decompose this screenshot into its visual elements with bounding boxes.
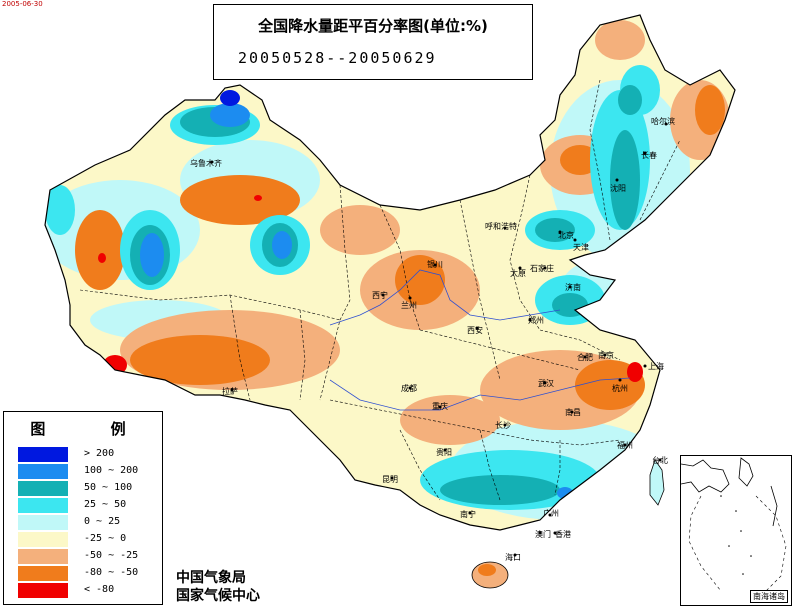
city-label: 福州 bbox=[617, 441, 633, 450]
legend-swatch bbox=[18, 532, 68, 547]
legend-item: < -80 bbox=[18, 583, 158, 599]
city-label: 呼和浩特 bbox=[485, 222, 517, 231]
inset-map bbox=[680, 457, 787, 597]
city-label: 合肥 bbox=[577, 353, 593, 362]
city-label: 天津 bbox=[573, 243, 589, 252]
legend-swatch bbox=[18, 447, 68, 462]
source-line-2: 国家气候中心 bbox=[176, 588, 260, 604]
legend-label: > 200 bbox=[84, 448, 115, 459]
inset-label: 南海诸岛 bbox=[750, 590, 788, 603]
legend-label: 50 ~ 100 bbox=[84, 482, 133, 493]
map-title: 全国降水量距平百分率图(单位:%) bbox=[258, 17, 488, 35]
legend-label: -80 ~ -50 bbox=[84, 567, 139, 578]
city-label: 太原 bbox=[510, 269, 526, 278]
city-label: 广州 bbox=[543, 509, 559, 518]
city-label: 兰州 bbox=[401, 301, 417, 310]
legend-item: -50 ~ -25 bbox=[18, 549, 158, 565]
map-period: 20050528--20050629 bbox=[238, 49, 437, 67]
city-label: 南宁 bbox=[460, 510, 476, 519]
legend-item: 25 ~ 50 bbox=[18, 498, 158, 514]
legend-label: 0 ~ 25 bbox=[84, 516, 121, 527]
city-label: 北京 bbox=[558, 231, 574, 240]
city-label: 南京 bbox=[598, 351, 614, 360]
city-label: 重庆 bbox=[432, 402, 448, 411]
legend-swatch bbox=[18, 583, 68, 598]
south-china-sea-inset: 南海诸岛 bbox=[680, 455, 792, 606]
city-label: 南昌 bbox=[565, 408, 581, 417]
city-label: 西安 bbox=[467, 326, 483, 335]
city-label: 西宁 bbox=[372, 291, 388, 300]
city-label: 贵阳 bbox=[436, 448, 452, 457]
source-line-1: 中国气象局 bbox=[176, 570, 246, 586]
city-label: 台北 bbox=[652, 456, 668, 465]
legend-title: 图 例 bbox=[30, 420, 156, 438]
legend-label: 25 ~ 50 bbox=[84, 499, 127, 510]
legend-label: -50 ~ -25 bbox=[84, 550, 139, 561]
city-label: 石家庄 bbox=[530, 264, 554, 273]
legend-item: > 200 bbox=[18, 447, 158, 463]
legend-label: < -80 bbox=[84, 584, 115, 595]
legend-swatch bbox=[18, 515, 68, 530]
city-label: 澳门 bbox=[535, 530, 551, 539]
city-label: 海口 bbox=[505, 553, 521, 562]
legend-swatch bbox=[18, 549, 68, 564]
legend-swatch bbox=[18, 481, 68, 496]
legend-item: 0 ~ 25 bbox=[18, 515, 158, 531]
city-label: 长沙 bbox=[495, 421, 511, 430]
city-label: 济南 bbox=[565, 283, 581, 292]
legend-item: -25 ~ 0 bbox=[18, 532, 158, 548]
legend: 图 例 > 200 100 ~ 200 50 ~ 100 25 ~ 50 0 ~… bbox=[3, 411, 163, 605]
city-label: 郑州 bbox=[528, 316, 544, 325]
legend-label: 100 ~ 200 bbox=[84, 465, 139, 476]
legend-swatch bbox=[18, 464, 68, 479]
city-label: 拉萨 bbox=[222, 387, 238, 396]
title-box: 全国降水量距平百分率图(单位:%) 20050528--20050629 bbox=[213, 4, 533, 80]
city-label: 杭州 bbox=[612, 384, 628, 393]
legend-item: 50 ~ 100 bbox=[18, 481, 158, 497]
city-label: 香港 bbox=[555, 530, 571, 539]
city-label: 哈尔滨 bbox=[651, 117, 675, 126]
legend-item: -80 ~ -50 bbox=[18, 566, 158, 582]
legend-item: 100 ~ 200 bbox=[18, 464, 158, 480]
city-label: 成都 bbox=[401, 384, 417, 393]
top-mark: 2005-06-30 bbox=[2, 0, 43, 8]
city-label: 上海 bbox=[648, 362, 664, 371]
legend-swatch bbox=[18, 498, 68, 513]
city-label: 银川 bbox=[427, 260, 443, 269]
legend-swatch bbox=[18, 566, 68, 581]
legend-label: -25 ~ 0 bbox=[84, 533, 127, 544]
city-label: 昆明 bbox=[382, 475, 398, 484]
city-label: 武汉 bbox=[538, 379, 554, 388]
city-label: 乌鲁木齐 bbox=[190, 159, 222, 168]
city-label: 沈阳 bbox=[610, 184, 626, 193]
city-label: 长春 bbox=[641, 151, 657, 160]
